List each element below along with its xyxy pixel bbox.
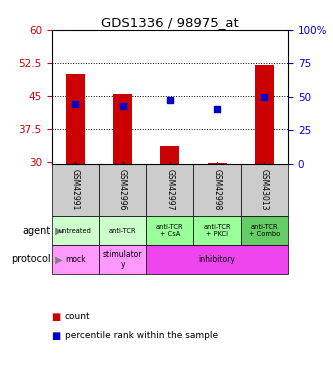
Bar	[255, 65, 274, 164]
Text: ▶: ▶	[52, 254, 62, 264]
Point	[73, 101, 78, 107]
Point	[120, 103, 125, 109]
Bar	[66, 74, 85, 164]
Text: anti-TCR: anti-TCR	[109, 228, 136, 234]
FancyBboxPatch shape	[241, 216, 288, 245]
Title: GDS1336 / 98975_at: GDS1336 / 98975_at	[101, 16, 239, 29]
Text: agent: agent	[22, 226, 51, 236]
Text: anti-TCR
+ CsA: anti-TCR + CsA	[156, 224, 183, 237]
FancyBboxPatch shape	[146, 216, 193, 245]
Point	[214, 106, 220, 112]
Text: anti-TCR
+ PKCi: anti-TCR + PKCi	[203, 224, 231, 237]
FancyBboxPatch shape	[99, 245, 146, 274]
Point	[167, 97, 172, 103]
Text: GSM42998: GSM42998	[212, 170, 222, 211]
Bar	[208, 162, 226, 164]
Bar	[113, 94, 132, 164]
Text: count: count	[65, 312, 91, 321]
Text: untreated: untreated	[59, 228, 92, 234]
Bar	[161, 146, 179, 164]
Point	[262, 94, 267, 100]
FancyBboxPatch shape	[146, 245, 288, 274]
Text: ■: ■	[52, 331, 61, 340]
FancyBboxPatch shape	[241, 164, 288, 216]
Text: GSM42991: GSM42991	[71, 170, 80, 211]
FancyBboxPatch shape	[52, 245, 99, 274]
FancyBboxPatch shape	[193, 216, 241, 245]
Text: stimulator
y: stimulator y	[103, 250, 142, 269]
FancyBboxPatch shape	[99, 216, 146, 245]
FancyBboxPatch shape	[146, 164, 193, 216]
Text: GSM42997: GSM42997	[165, 170, 174, 211]
Text: mock: mock	[65, 255, 86, 264]
FancyBboxPatch shape	[52, 216, 99, 245]
FancyBboxPatch shape	[52, 164, 99, 216]
FancyBboxPatch shape	[193, 164, 241, 216]
Text: GSM43013: GSM43013	[260, 170, 269, 211]
FancyBboxPatch shape	[99, 164, 146, 216]
Text: anti-TCR
+ Combo: anti-TCR + Combo	[249, 224, 280, 237]
Text: GSM42996: GSM42996	[118, 170, 127, 211]
Text: ▶: ▶	[52, 226, 62, 236]
Text: protocol: protocol	[11, 254, 51, 264]
Text: ■: ■	[52, 312, 61, 322]
Text: inhibitory: inhibitory	[199, 255, 235, 264]
Text: percentile rank within the sample: percentile rank within the sample	[65, 331, 218, 340]
